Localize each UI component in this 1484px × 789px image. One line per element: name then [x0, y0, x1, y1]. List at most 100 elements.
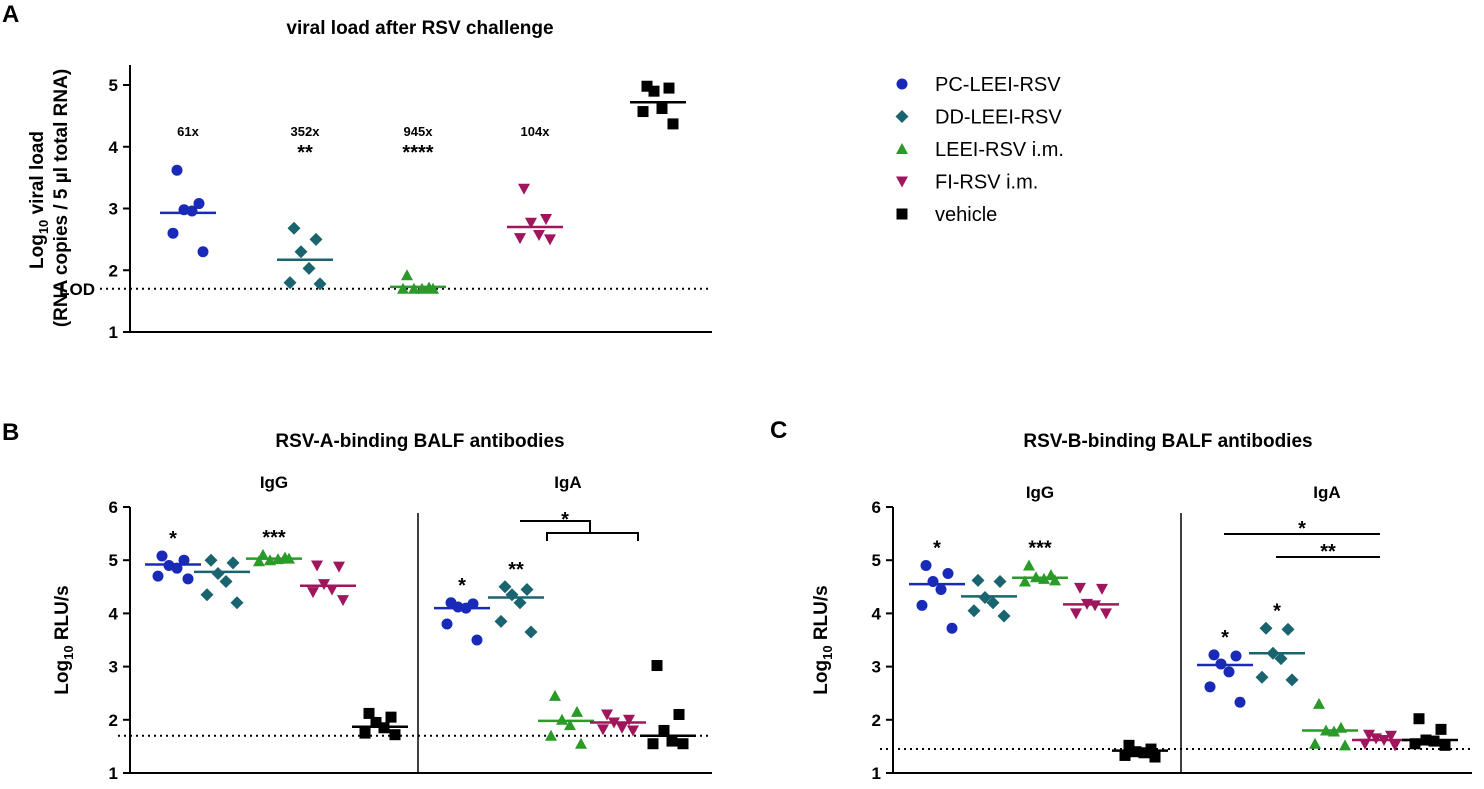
panel-c-iga-vehicle-point — [1413, 713, 1425, 725]
panel-b-iga-vehicle-point — [651, 660, 663, 672]
panel-c-iga-dd-leei-rsv-point — [1285, 673, 1299, 687]
panel-c-ylabel: Log10 RLU/s — [811, 585, 835, 694]
panel-a-leei-rsv-i-m-significance: **** — [402, 142, 433, 164]
legend-marker-dd-leei-rsv — [895, 110, 909, 123]
panel-a-y-tick-label: 3 — [109, 200, 118, 219]
panel-a-vehicle-point — [663, 82, 675, 94]
panel-a-pc-leei-rsv-point — [197, 246, 209, 258]
panel-b-igg-dd-leei-rsv-point — [219, 574, 233, 588]
panel-a-pc-leei-rsv-point — [193, 198, 205, 210]
legend-marker-pc-leei-rsv — [896, 78, 908, 90]
panel-c-igg-pc-leei-rsv-point — [946, 622, 958, 634]
panel-b-iga-vehicle-point — [658, 724, 670, 736]
panel-b-iga-dd-leei-rsv-point — [498, 580, 512, 594]
legend-marker-leei-rsv-i-m — [896, 143, 908, 154]
panel-b-igg-vehicle-point — [385, 711, 397, 723]
panel-b-iga-vehicle-point — [647, 738, 659, 750]
panel-a-vehicle-point — [641, 80, 653, 92]
panel-b-iga-dd-leei-rsv-point — [494, 614, 508, 628]
panel-a-dd-leei-rsv-point — [283, 276, 297, 290]
panel-c-igg-dd-leei-rsv-point — [997, 609, 1011, 623]
panel-a-title: viral load after RSV challenge — [286, 18, 553, 39]
panel-b-igg-vehicle-point — [389, 729, 401, 741]
panel-c-igg-dd-leei-rsv-point — [993, 574, 1007, 588]
panel-c-igg-fi-rsv-i-m-point — [1070, 608, 1082, 620]
panel-b-y-tick-label: 2 — [109, 711, 118, 730]
panel-c-iga-dd-leei-rsv-point — [1281, 622, 1295, 636]
panel-a-leei-rsv-i-m-point — [408, 282, 420, 294]
panel-c-comparison-sig-1: * — [1298, 518, 1306, 540]
panel-a-ylabel-rest: viral load — [27, 131, 48, 220]
panel-c-iga-pc-leei-rsv-point — [1208, 649, 1220, 661]
panel-c-igg-dd-leei-rsv-point — [971, 573, 985, 587]
panel-b-y-tick-label: 5 — [109, 551, 118, 570]
panel-c-iga-fi-rsv-i-m-point — [1359, 738, 1371, 750]
panel-a-dd-leei-rsv-point — [309, 232, 323, 246]
panel-a-leei-rsv-i-m-point — [397, 282, 409, 294]
panel-b-iga-leei-rsv-i-m-point — [571, 705, 583, 717]
panel-b-igg-fi-rsv-i-m-point — [337, 595, 349, 607]
panel-a-ylabel-sub: 10 — [36, 220, 51, 234]
panel-c-iga-dd-leei-rsv-significance: * — [1273, 600, 1281, 622]
panel-b-iga-fi-rsv-i-m-point — [623, 714, 635, 726]
panel-c-ylabel-sub: 10 — [820, 645, 835, 659]
panel-c-y-tick-label: 1 — [872, 764, 881, 783]
panel-b-y-tick-label: 4 — [109, 604, 119, 623]
panel-b-iga-dd-leei-rsv-point — [520, 582, 534, 596]
panel-b-y-tick-label: 6 — [109, 498, 118, 517]
panel-a-fi-rsv-i-m-point — [533, 230, 545, 242]
panel-b-iga-label: IgA — [554, 473, 581, 492]
panel-a-ylabel-line2: (RNA copies / 5 µl total RNA) — [51, 69, 72, 327]
panel-a-dd-leei-rsv-fold-change: 352x — [291, 124, 321, 139]
panel-b-igg-dd-leei-rsv-point — [204, 553, 218, 567]
panel-b-bracket-significance: * — [561, 509, 569, 531]
panel-b-igg-vehicle-point — [359, 727, 371, 739]
panel-a-pc-leei-rsv-point — [167, 227, 179, 239]
panel-a-leei-rsv-i-m-point — [427, 282, 439, 294]
panel-c-iga-vehicle-point — [1435, 723, 1447, 735]
panel-b-igg-fi-rsv-i-m-point — [311, 560, 323, 572]
legend-label-pc-leei-rsv: PC-LEEI-RSV — [935, 74, 1061, 96]
panel-b-iga-vehicle-point — [673, 708, 685, 720]
panel-b-title: RSV-A-binding BALF antibodies — [275, 431, 564, 452]
legend-label-vehicle: vehicle — [935, 204, 997, 226]
panel-b-iga-fi-rsv-i-m-point — [627, 725, 639, 737]
panel-a-pc-leei-rsv-fold-change: 61x — [177, 124, 199, 139]
panel-a-pc-leei-rsv-point — [186, 205, 198, 217]
svg-text:Log10 viral load: Log10 viral load — [27, 131, 51, 269]
panel-b-iga-leei-rsv-i-m-point — [545, 729, 557, 741]
panel-a-dd-leei-rsv-point — [313, 277, 327, 291]
panel-b-iga-vehicle-point — [677, 738, 689, 750]
panel-b-iga-fi-rsv-i-m-point — [601, 709, 613, 721]
panel-b-igg-leei-rsv-i-m-point — [253, 555, 265, 567]
panel-b-igg-dd-leei-rsv-point — [226, 556, 240, 570]
panel-c-igg-fi-rsv-i-m-point — [1100, 608, 1112, 620]
panel-b-bracket-lines — [520, 520, 639, 541]
legend-label-dd-leei-rsv: DD-LEEI-RSV — [935, 107, 1062, 129]
panel-b-comparison-bracket: * — [520, 509, 639, 541]
panel-c-y-tick-label: 4 — [872, 604, 882, 623]
panel-c-iga-fi-rsv-i-m-point — [1389, 740, 1401, 752]
panel-c-iga-dd-leei-rsv-point — [1259, 621, 1273, 635]
panel-c-igg-fi-rsv-i-m-point — [1096, 583, 1108, 595]
panel-c-igg-vehicle-point — [1145, 743, 1157, 755]
panel-c-igg-dd-leei-rsv-point — [967, 604, 981, 618]
panel-c-iga-fi-rsv-i-m-point — [1385, 730, 1397, 742]
panel-a-y-tick-label: 2 — [109, 261, 118, 280]
panel-a-fi-rsv-i-m-point — [540, 213, 552, 225]
panel-a-leei-rsv-i-m-point — [416, 282, 428, 294]
panel-b-iga-fi-rsv-i-m-point — [597, 724, 609, 736]
panel-c-iga-leei-rsv-i-m-point — [1339, 739, 1351, 751]
panel-c-iga-dd-leei-rsv-point — [1274, 652, 1288, 666]
panel-c-iga-fi-rsv-i-m-point — [1363, 729, 1375, 741]
panel-a-leei-rsv-i-m-fold-change: 945x — [404, 124, 434, 139]
panel-b-igg-pc-leei-rsv-point — [152, 570, 164, 582]
panel-a-dd-leei-rsv-point — [287, 221, 301, 235]
panel-c-iga-pc-leei-rsv-point — [1204, 681, 1216, 693]
panel-a-leei-rsv-i-m-point — [401, 269, 413, 281]
panel-b-ylabel-sub: 10 — [61, 645, 76, 659]
panel-c-letter: C — [770, 417, 787, 444]
legend-label-fi-rsv-i-m: FI-RSV i.m. — [935, 172, 1038, 194]
panel-a-vehicle-point — [656, 102, 668, 114]
